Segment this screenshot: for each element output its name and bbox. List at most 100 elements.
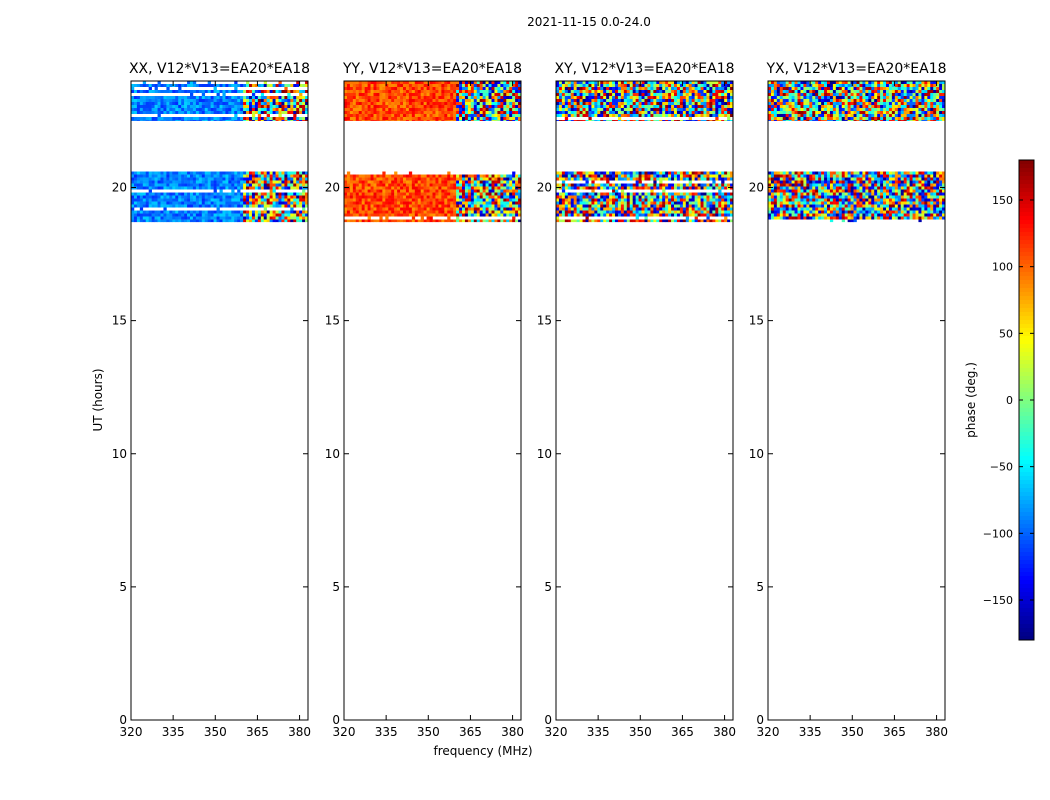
heatmap-cell (594, 210, 598, 214)
heatmap-cell (715, 219, 719, 223)
heatmap-cell (361, 189, 365, 193)
heatmap-cell (597, 81, 601, 84)
heatmap-cell (210, 90, 214, 93)
heatmap-cell (656, 99, 660, 102)
heatmap-cell (464, 183, 469, 187)
heatmap-cell (638, 90, 642, 93)
heatmap-cell (251, 216, 256, 220)
heatmap-cell (178, 87, 182, 90)
heatmap-cell (251, 213, 256, 217)
heatmap-cell (400, 99, 404, 102)
heatmap-cell (576, 219, 580, 223)
heatmap-cell (464, 90, 469, 93)
heatmap-cell (251, 114, 256, 117)
heatmap-cell (447, 216, 451, 220)
heatmap-cell (178, 180, 182, 184)
heatmap-cell (346, 174, 351, 178)
heatmap-cell (414, 117, 419, 120)
heatmap-cell (570, 90, 574, 93)
heatmap-cell (414, 210, 419, 214)
heatmap-cell (429, 174, 433, 178)
heatmap-cell (573, 207, 577, 211)
heatmap-cell (509, 96, 513, 99)
heatmap-cell (210, 84, 214, 87)
heatmap-cell (671, 207, 675, 211)
heatmap-cell (370, 183, 374, 187)
heatmap-cell (727, 186, 731, 190)
heatmap-cell (364, 87, 368, 90)
heatmap-cell (676, 198, 681, 202)
heatmap-cell (441, 87, 445, 90)
heatmap-cell (426, 99, 430, 102)
heatmap-cell (674, 81, 678, 84)
heatmap-cell (558, 120, 563, 121)
heatmap-cell (691, 111, 695, 114)
heatmap-cell (447, 189, 451, 193)
heatmap-cell (459, 177, 463, 181)
heatmap-cell (456, 114, 460, 117)
heatmap-cell (464, 192, 469, 196)
heatmap-cell (674, 207, 678, 211)
heatmap-cell (476, 90, 480, 93)
heatmap-cell (222, 105, 226, 108)
heatmap-cell (518, 207, 522, 211)
heatmap-cell (668, 93, 672, 96)
heatmap-cell (417, 90, 421, 93)
heatmap-cell (703, 102, 707, 105)
heatmap-cell (293, 108, 297, 111)
heatmap-cell (136, 195, 141, 199)
heatmap-cell (470, 117, 475, 120)
heatmap-cell (400, 180, 404, 184)
heatmap-cell (299, 192, 303, 196)
heatmap-cell (293, 117, 297, 120)
heatmap-cell (450, 105, 454, 108)
heatmap-cell (367, 210, 371, 214)
heatmap-cell (254, 213, 259, 217)
heatmap-cell (420, 198, 424, 202)
heatmap-cell (266, 177, 270, 181)
heatmap-cell (606, 204, 610, 208)
heatmap-cell (479, 204, 483, 208)
heatmap-cell (305, 174, 309, 178)
heatmap-cell (644, 87, 648, 90)
heatmap-cell (570, 174, 574, 178)
heatmap-cell (376, 183, 380, 187)
heatmap-cell (278, 201, 282, 205)
heatmap-cell (263, 99, 267, 102)
heatmap-cell (385, 201, 389, 205)
heatmap-cell (579, 195, 583, 199)
heatmap-cell (373, 198, 377, 202)
heatmap-cell (142, 99, 147, 102)
heatmap-cell (674, 90, 678, 93)
heatmap-cell (219, 174, 223, 178)
heatmap-cell (414, 93, 419, 96)
heatmap-cell (231, 120, 235, 121)
heatmap-cell (632, 81, 636, 84)
heatmap-cell (576, 195, 580, 199)
heatmap-cell (727, 195, 731, 199)
heatmap-cell (709, 96, 713, 99)
heatmap-cell (464, 87, 469, 90)
heatmap-cell (281, 96, 285, 99)
heatmap-cell (417, 81, 421, 84)
heatmap-cell (263, 117, 267, 120)
heatmap-cell (603, 183, 607, 187)
heatmap-cell (370, 90, 374, 93)
heatmap-cell (131, 171, 135, 175)
heatmap-cell (650, 96, 654, 99)
heatmap-cell (656, 183, 660, 187)
heatmap-cell (629, 120, 633, 121)
heatmap-cell (305, 204, 309, 208)
heatmap-cell (700, 183, 704, 187)
heatmap-cell (479, 90, 483, 93)
heatmap-cell (715, 81, 719, 84)
heatmap-cell (644, 171, 648, 175)
heatmap-cell (190, 204, 194, 208)
heatmap-cell (408, 201, 413, 205)
heatmap-cell (509, 219, 513, 223)
heatmap-cell (207, 81, 211, 84)
heatmap-cell (408, 213, 413, 217)
heatmap-cell (157, 195, 161, 199)
heatmap-cell (346, 207, 351, 211)
heatmap-cell (133, 219, 138, 223)
